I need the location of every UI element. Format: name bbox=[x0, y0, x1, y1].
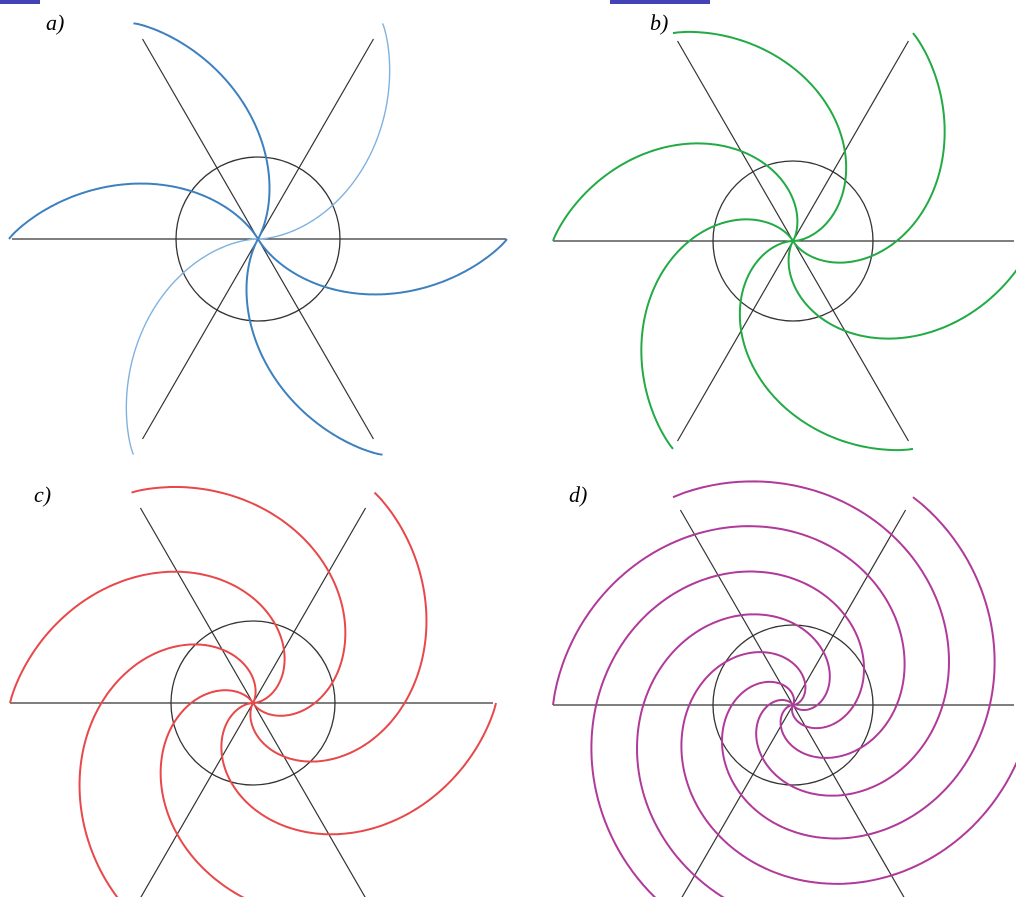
spiral-arm-6 bbox=[245, 238, 383, 456]
spiral-arm-2 bbox=[257, 23, 391, 240]
spiral-arm-1 bbox=[220, 702, 497, 836]
spiral-arm-3 bbox=[131, 485, 347, 717]
spiral-arm-1 bbox=[787, 240, 1016, 340]
panel-label-a: a) bbox=[46, 10, 65, 35]
panel-c bbox=[9, 485, 497, 897]
spiral-arm-4 bbox=[552, 525, 906, 759]
reference-circle bbox=[712, 160, 874, 322]
reference-circle bbox=[175, 156, 341, 322]
reference-circle bbox=[712, 624, 874, 786]
spiral-arm-2 bbox=[249, 491, 428, 763]
panel-label-d: d) bbox=[569, 482, 588, 507]
panel-label-b: b) bbox=[650, 10, 669, 35]
panel-label-c: c) bbox=[34, 482, 52, 507]
spiral-arm-2 bbox=[792, 32, 946, 264]
cropped-header-left bbox=[0, 0, 40, 4]
spiral-arm-5 bbox=[640, 218, 794, 450]
spiral-arm-4 bbox=[552, 142, 799, 242]
reference-circle bbox=[170, 620, 336, 786]
spiral-arm-3 bbox=[672, 30, 848, 242]
spiral-arm-2 bbox=[721, 496, 996, 840]
spiral-arm-5 bbox=[125, 238, 259, 455]
spiral-arm-6 bbox=[738, 240, 914, 452]
panel-b bbox=[552, 30, 1016, 452]
spiral-arm-5 bbox=[78, 643, 257, 897]
spiral-arm-3 bbox=[133, 22, 271, 240]
spiral-arm-6 bbox=[636, 613, 831, 897]
spiral-arm-3 bbox=[672, 480, 950, 797]
spiral-arm-5 bbox=[590, 570, 865, 897]
spiral-arm-1 bbox=[680, 651, 1016, 885]
spiral-arm-4 bbox=[8, 182, 259, 240]
cropped-header-right bbox=[610, 0, 710, 4]
panel-a bbox=[8, 22, 508, 456]
spiral-arm-4 bbox=[9, 570, 286, 704]
spiral-arm-6 bbox=[159, 689, 254, 897]
panel-d bbox=[552, 480, 1016, 897]
spiral-arm-1 bbox=[257, 238, 508, 296]
